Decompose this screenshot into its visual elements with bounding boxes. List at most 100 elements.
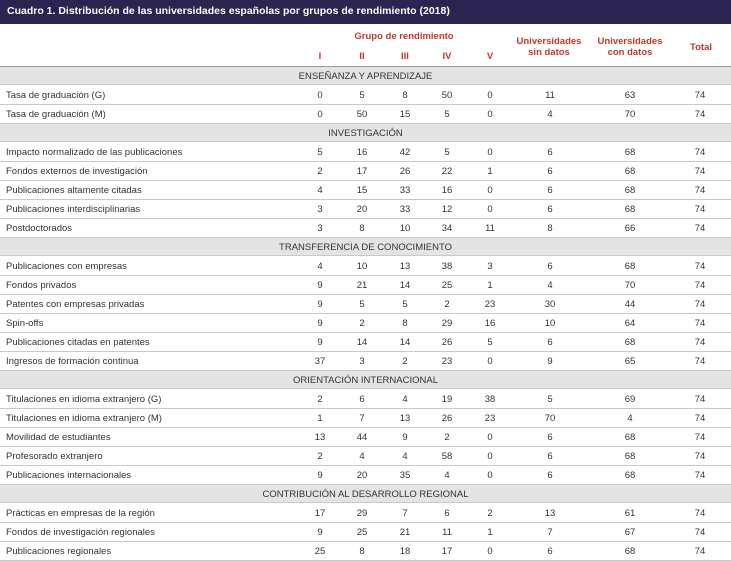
group-col-header: V [486,51,494,62]
cell-value: 2 [317,451,323,462]
cell-value: 12 [441,204,453,215]
row-label: Publicaciones interdisciplinarias [6,204,141,215]
table-row: Prácticas en empresas de la región 17 29 7 6… [0,504,731,523]
cell-value: 25 [314,546,326,557]
cell-value: 2 [317,394,323,405]
group-col-header: III [401,51,409,62]
cell-value: 68 [624,185,636,196]
cell-value: 23 [484,413,496,424]
cell-value: 68 [624,470,636,481]
table-row: Publicaciones con empresas 4 10 13 38 3 6 68 74 [0,257,731,276]
cell-value: 9 [547,356,553,367]
cell-value: 2 [317,166,323,177]
cell-value: 0 [487,185,493,196]
cell-value: 74 [694,147,706,158]
cell-value: 29 [356,508,368,519]
section-title: ENSEÑANZA Y APRENDIZAJE [298,71,433,82]
con-datos-header-line2: con datos [607,47,653,58]
cell-value: 1 [487,280,493,291]
cell-value: 74 [694,337,706,348]
cell-value: 66 [624,223,636,234]
table-row: Titulaciones en idioma extranjero (M) 1 7 1… [0,409,731,428]
cell-value: 8 [359,546,365,557]
cell-value: 20 [356,204,368,215]
cell-value: 6 [359,394,365,405]
cell-value: 74 [694,413,706,424]
cell-value: 65 [624,356,636,367]
cell-value: 19 [441,394,453,405]
cell-value: 74 [694,470,706,481]
cell-value: 7 [547,527,553,538]
cell-value: 16 [356,147,368,158]
table-row: Publicaciones citadas en patentes 9 14 14 26… [0,333,731,352]
cell-value: 5 [402,299,408,310]
section-header: INVESTIGACIÓN [0,124,731,142]
cell-value: 9 [317,337,323,348]
cell-value: 26 [441,413,453,424]
cell-value: 4 [359,451,365,462]
row-label: Publicaciones con empresas [6,261,127,272]
con-datos-header: Universidades con datos [588,36,672,58]
cell-value: 67 [624,527,636,538]
header-divider [0,66,731,67]
cell-value: 11 [485,223,495,234]
cell-value: 26 [441,337,453,348]
cell-value: 0 [317,90,323,101]
sin-datos-header-line2: sin datos [528,47,570,58]
cell-value: 13 [399,261,411,272]
cell-value: 4 [402,394,408,405]
cell-value: 15 [356,185,368,196]
cell-value: 29 [441,318,453,329]
cell-value: 21 [356,280,368,291]
cell-value: 11 [545,90,555,101]
cell-value: 14 [399,337,411,348]
cell-value: 33 [399,185,411,196]
cell-value: 0 [487,470,493,481]
cell-value: 74 [694,223,706,234]
cell-value: 0 [487,451,493,462]
cell-value: 10 [399,223,411,234]
cell-value: 5 [487,337,493,348]
cell-value: 5 [547,394,553,405]
cell-value: 17 [356,166,368,177]
table-row: Publicaciones internacionales 9 20 35 4 0 6 68 7… [0,466,731,485]
section-title: CONTRIBUCIÓN AL DESARROLLO REGIONAL [262,489,469,500]
cell-value: 1 [487,527,493,538]
cell-value: 38 [484,394,496,405]
cell-value: 4 [402,451,408,462]
section-title: ORIENTACIÓN INTERNACIONAL [293,375,438,386]
cell-value: 13 [399,413,411,424]
section-header: ORIENTACIÓN INTERNACIONAL [0,371,731,389]
table-row: Titulaciones en idioma extranjero (G) 2 6 4… [0,390,731,409]
cell-value: 3 [317,223,323,234]
cell-value: 74 [694,451,706,462]
cell-value: 9 [317,280,323,291]
row-label: Fondos de investigación regionales [6,527,155,538]
cell-value: 21 [399,527,411,538]
row-label: Tasa de graduación (M) [6,109,106,120]
table-title-bar: Cuadro 1. Distribución de las universida… [0,0,731,24]
cell-value: 13 [544,508,556,519]
cell-value: 0 [487,356,493,367]
cell-value: 74 [694,204,706,215]
table-row: Fondos de investigación regionales 9 25 21 1… [0,523,731,542]
row-label: Fondos privados [6,280,77,291]
cell-value: 68 [624,546,636,557]
cell-value: 3 [317,204,323,215]
cell-value: 14 [356,337,368,348]
cell-value: 0 [317,109,323,120]
cell-value: 6 [547,337,553,348]
cell-value: 0 [487,109,493,120]
group-col-header: I [318,51,322,62]
cell-value: 4 [444,470,450,481]
cell-value: 68 [624,451,636,462]
cell-value: 7 [402,508,408,519]
group-header: Grupo de rendimiento [354,31,454,42]
con-datos-header-line1: Universidades [597,36,663,47]
row-label: Impacto normalizado de las publicaciones [6,147,183,158]
cell-value: 5 [359,299,365,310]
row-label: Profesorado extranjero [6,451,103,462]
cell-value: 0 [487,432,493,443]
row-label: Publicaciones altamente citadas [6,185,142,196]
row-label: Spin-offs [6,318,44,329]
